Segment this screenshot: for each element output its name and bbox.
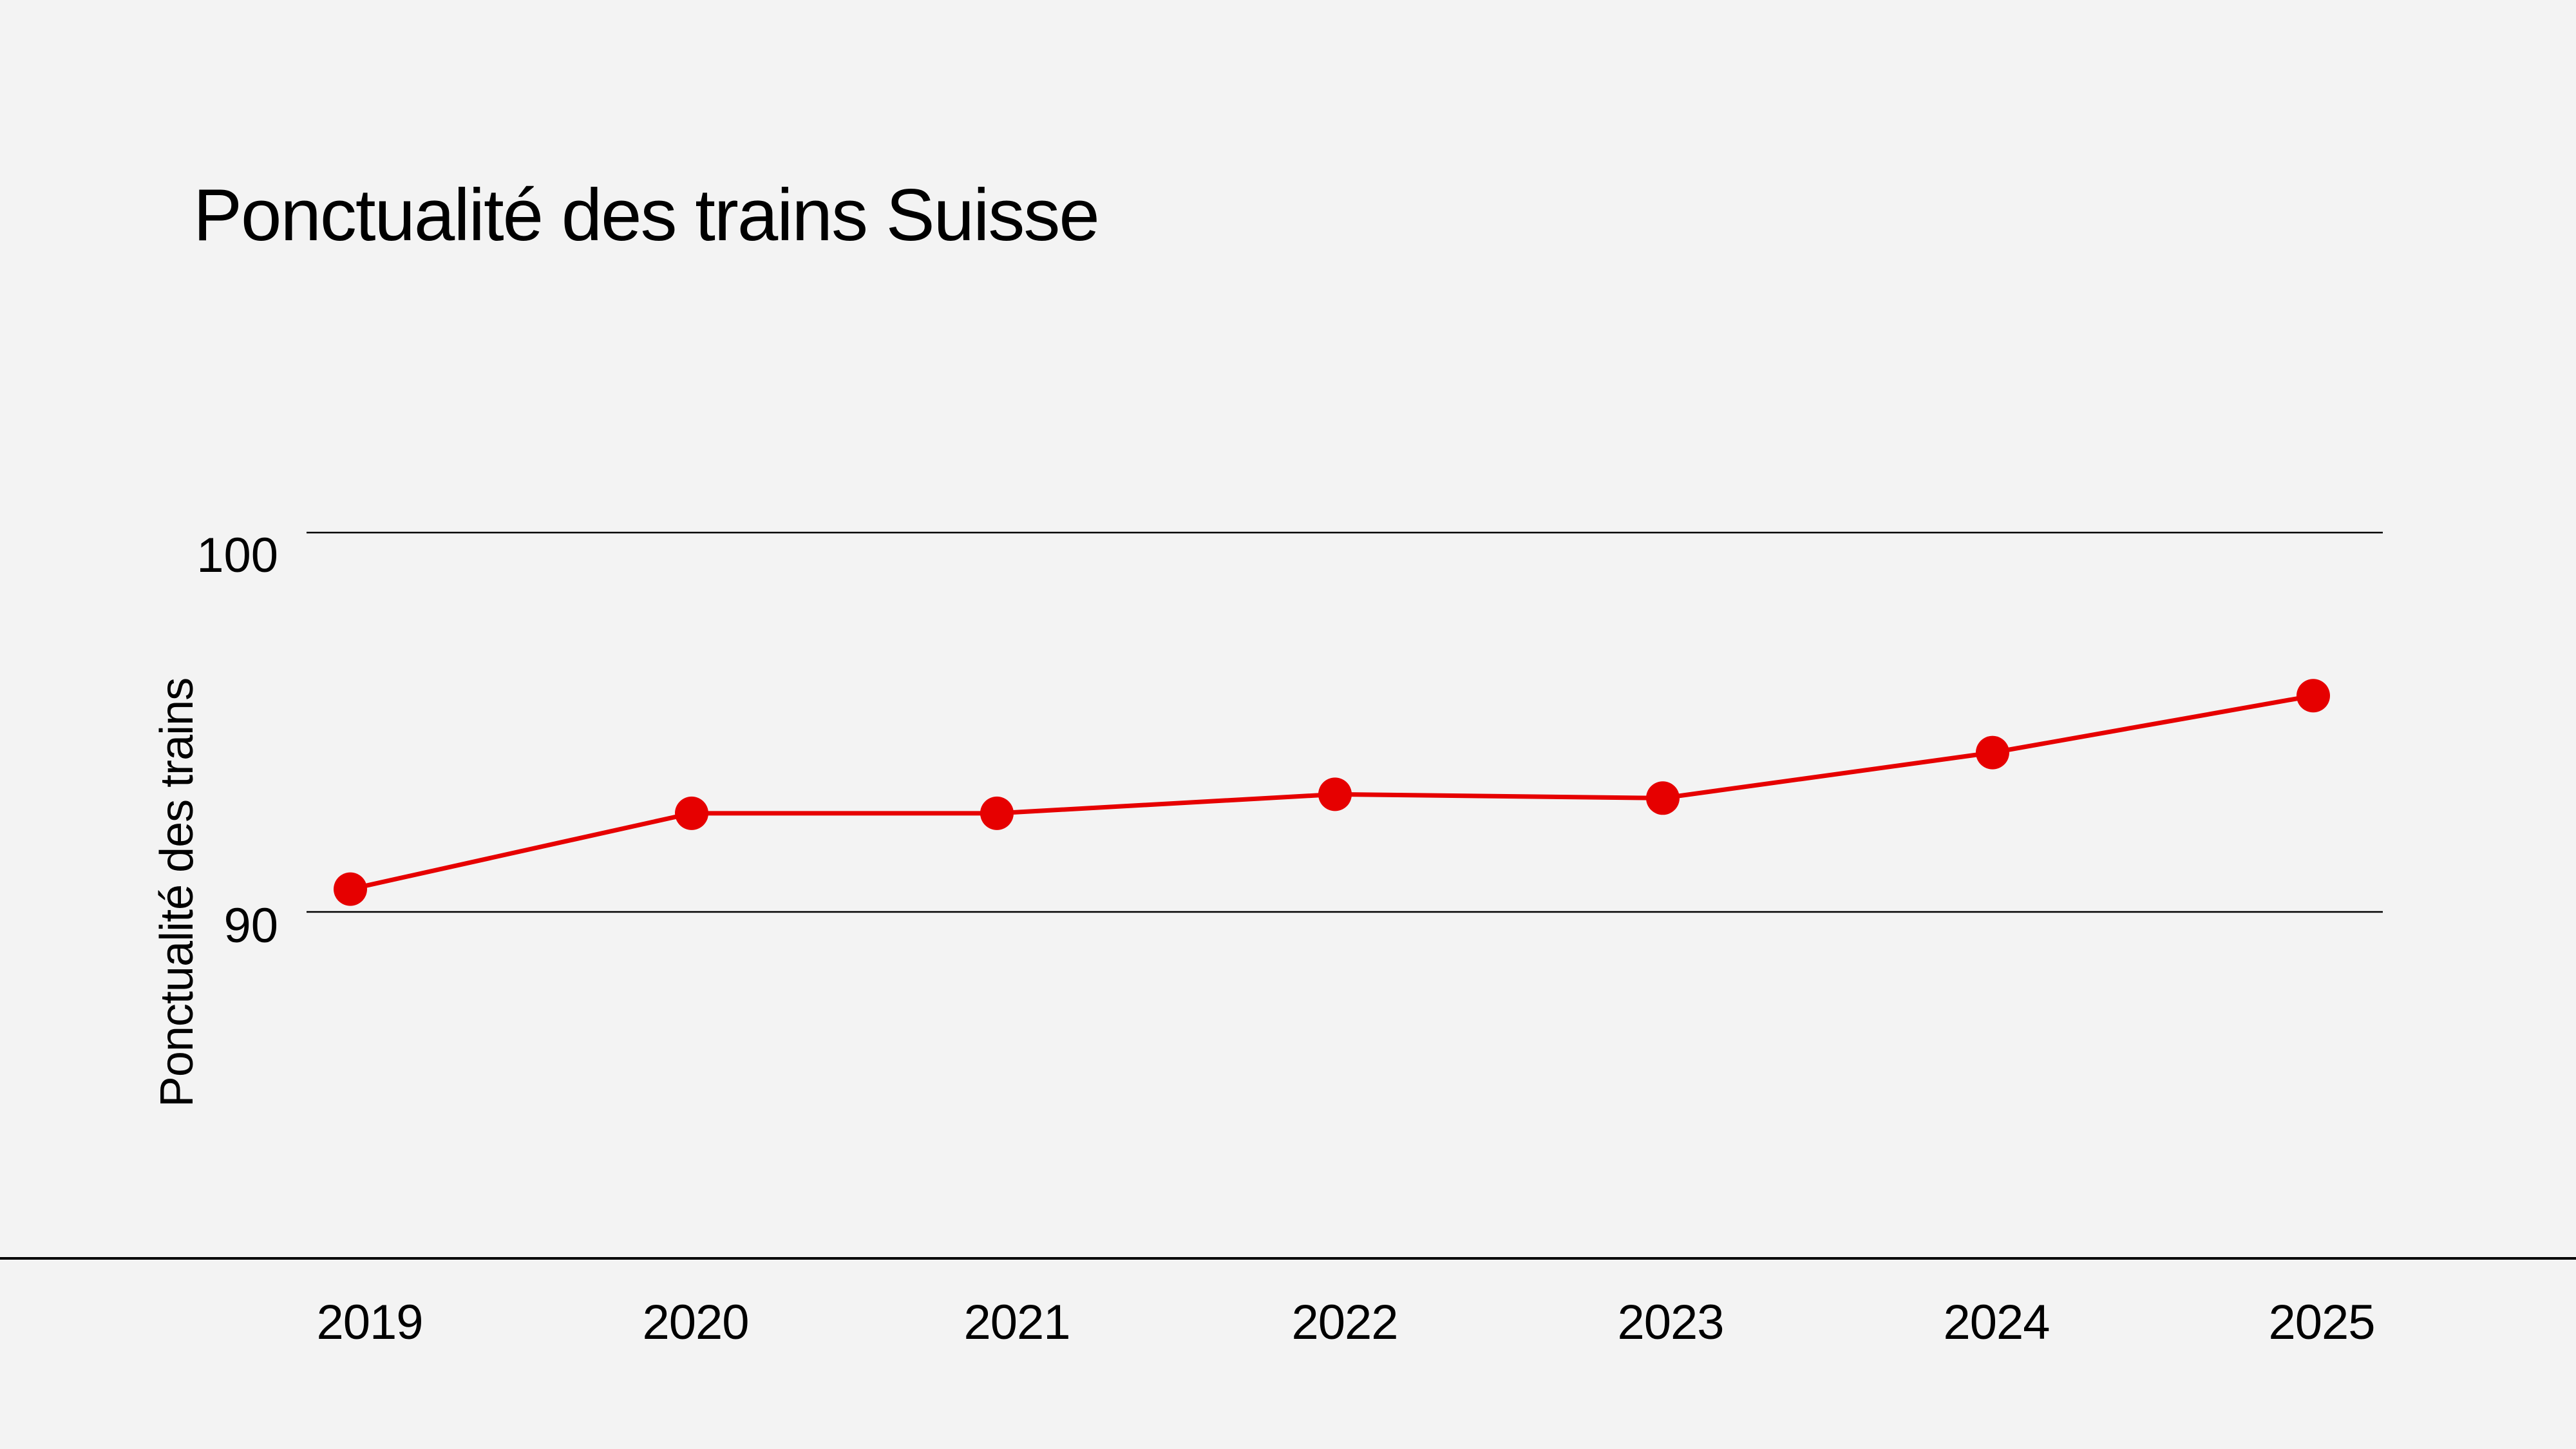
x-tick-label-2023: 2023: [1617, 1295, 1724, 1350]
x-tick-label-2019: 2019: [316, 1295, 423, 1350]
gridlines: [307, 531, 2383, 913]
data-point-2024: [1976, 735, 2009, 770]
data-point-2019: [334, 872, 367, 906]
x-tick-label-2020: 2020: [642, 1295, 749, 1350]
data-markers: [334, 679, 2330, 906]
data-line: [348, 693, 2316, 892]
x-tick-label-2024: 2024: [1943, 1295, 2050, 1350]
y-tick-label-100: 100: [196, 528, 278, 583]
x-tick-label-2025: 2025: [2268, 1295, 2375, 1350]
data-point-2022: [1318, 777, 1352, 811]
x-axis-baseline: [0, 1257, 2576, 1260]
data-point-2020: [675, 796, 708, 830]
y-tick-label-90: 90: [223, 898, 278, 953]
chart-title: Ponctualité des trains Suisse: [193, 175, 1100, 256]
y-axis-label: Ponctualité des trains: [151, 677, 203, 1108]
data-point-2025: [2297, 679, 2330, 713]
x-tick-label-2022: 2022: [1291, 1295, 1398, 1350]
data-point-2021: [980, 796, 1014, 830]
data-point-2023: [1646, 781, 1680, 815]
x-tick-label-2021: 2021: [963, 1295, 1070, 1350]
